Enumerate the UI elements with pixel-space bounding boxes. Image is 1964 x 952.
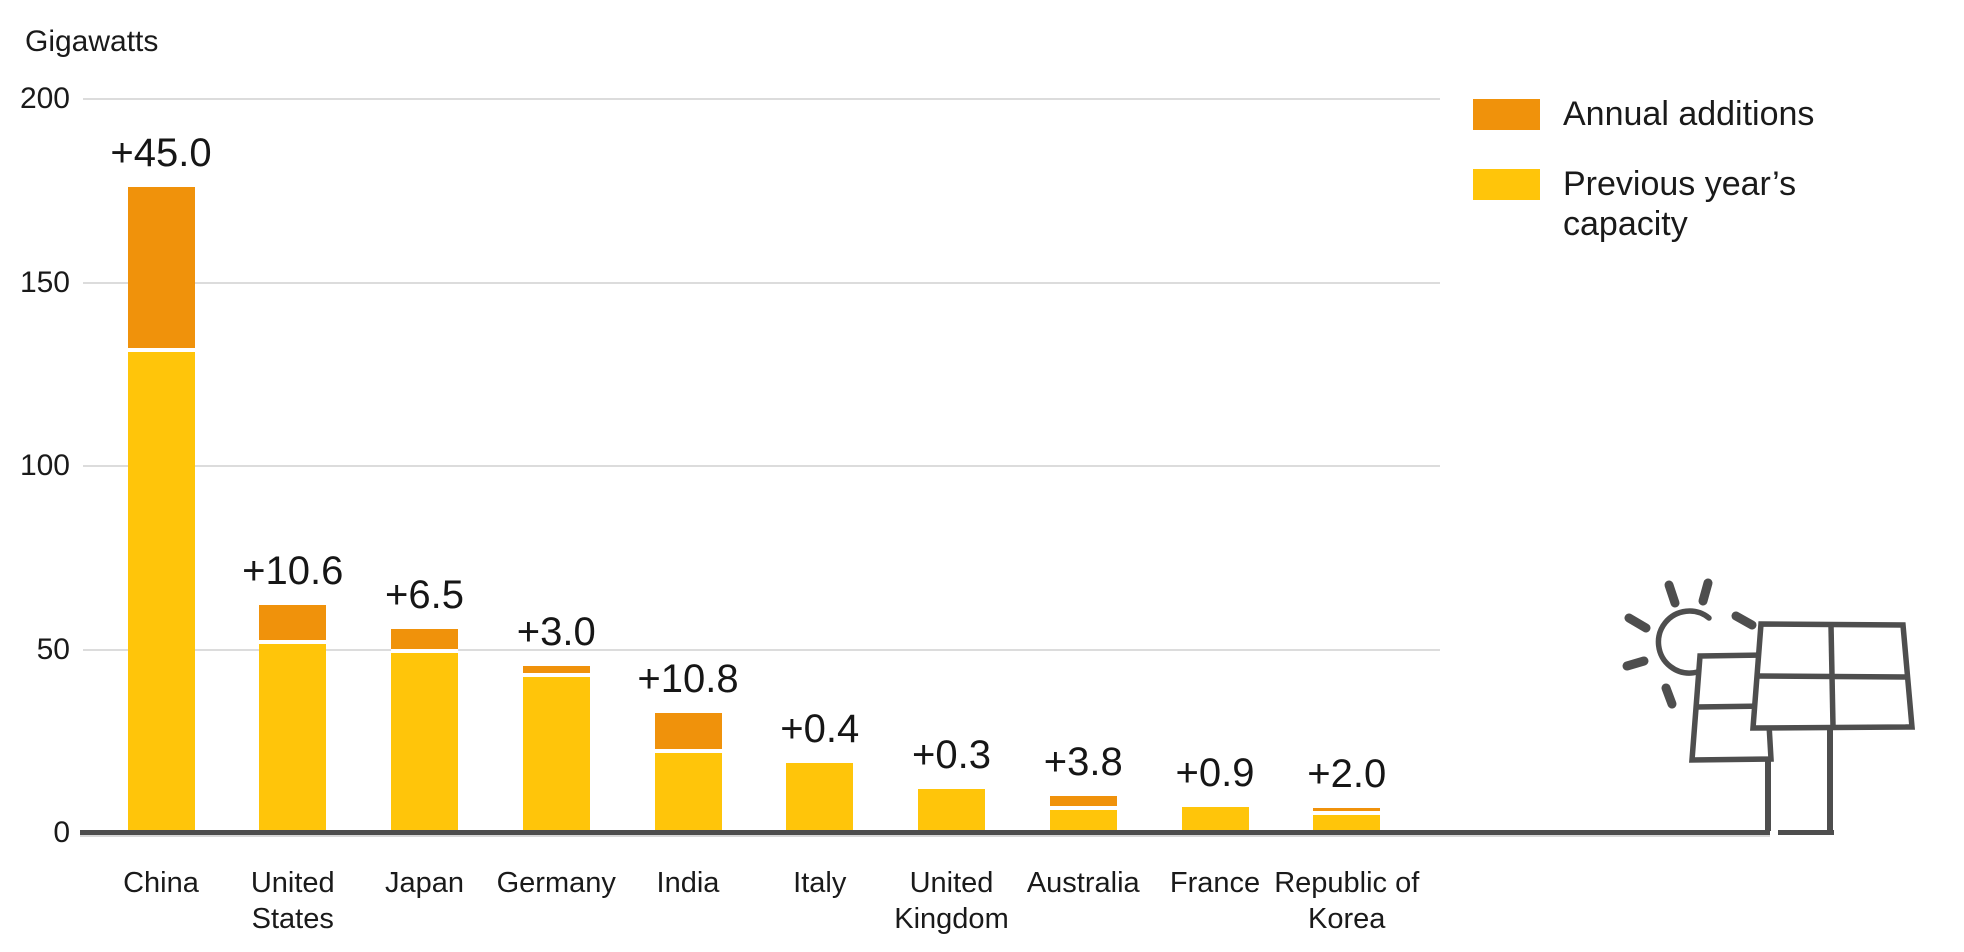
bar-value-label: +45.0 [110,131,212,175]
segment-previous-capacity [127,352,195,833]
bar-united-states [259,605,327,833]
bar-value-label: +10.6 [242,549,344,593]
front-solar-panel [1750,621,1916,835]
bar-italy [786,763,854,833]
segment-separator [391,649,458,653]
bar-value-label: +3.0 [516,610,596,654]
bar-value-label: +2.0 [1307,752,1387,796]
bar-australia [1049,796,1117,833]
sun-rays [1622,578,1757,709]
category-label-united-states: United States [250,867,335,935]
segment-previous-capacity [1181,807,1249,833]
category-label-india: India [656,867,720,899]
segment-separator [522,673,590,677]
segment-annual-additions [522,666,590,673]
segment-previous-capacity [1313,815,1381,833]
legend-item-previous-capacity: Previous year’s capacity [1473,165,1893,244]
y-tick-150: 150 [19,266,70,299]
segment-previous-capacity [1049,810,1117,833]
segment-separator [654,749,722,753]
category-label-china: China [123,867,199,899]
segment-separator [1049,806,1117,810]
segment-annual-additions [1313,808,1381,811]
bar-united-kingdom [918,789,985,833]
bar-value-label: +10.8 [637,657,739,701]
annual-additions-swatch-icon [1473,99,1540,130]
legend-item-annual-additions: Annual additions [1473,95,1893,134]
category-label-australia: Australia [1026,867,1140,899]
y-axis-title: Gigawatts [25,25,159,58]
legend: Annual additions Previous year’s capacit… [1473,95,1893,244]
category-label-germany: Germany [496,867,616,899]
segment-previous-capacity [259,644,327,833]
previous-capacity-swatch-icon [1473,169,1540,200]
segment-separator [1313,811,1381,815]
bar-value-label: +0.4 [780,707,860,751]
bar-india [654,713,722,833]
segment-annual-additions [654,713,722,749]
bar-japan [391,629,458,833]
bar-value-label: +0.9 [1175,751,1255,795]
gridline-200 [83,98,1440,100]
y-tick-100: 100 [19,449,70,482]
category-label-united-kingdom: United Kingdom [894,867,1009,935]
category-label-japan: Japan [384,867,464,899]
legend-label: Annual additions [1563,95,1815,133]
gridline-50 [83,649,1440,651]
segment-previous-capacity [654,753,722,833]
segment-previous-capacity [391,653,458,833]
legend-label: Previous year’s capacity [1563,165,1797,243]
bar-china [127,187,195,833]
segment-annual-additions [259,605,327,640]
y-tick-0: 0 [53,816,70,849]
segment-previous-capacity [522,677,590,833]
segment-annual-additions [391,629,458,649]
segment-previous-capacity [918,789,985,833]
category-label-france: France [1169,867,1261,899]
bar-germany [522,666,590,833]
bar-value-label: +0.3 [912,733,991,777]
segment-annual-additions [1049,796,1117,806]
x-axis-baseline-shadow [80,835,1770,837]
gridline-100 [83,465,1440,467]
solar-panel-sun-icon [1622,578,1916,835]
y-tick-200: 200 [19,82,70,115]
bar-france [1181,807,1249,833]
category-label-republic-of-korea: Republic of Korea [1274,867,1420,935]
bar-republic-of-korea [1313,808,1381,833]
category-label-italy: Italy [793,867,847,899]
segment-annual-additions [127,187,195,348]
x-axis-baseline [80,830,1770,835]
bar-value-label: +3.8 [1043,740,1123,784]
bar-value-label: +6.5 [385,573,464,617]
segment-previous-capacity [786,763,854,833]
segment-separator [259,640,327,644]
segment-separator [127,348,195,352]
y-tick-50: 50 [36,633,70,666]
gridline-150 [83,282,1440,284]
